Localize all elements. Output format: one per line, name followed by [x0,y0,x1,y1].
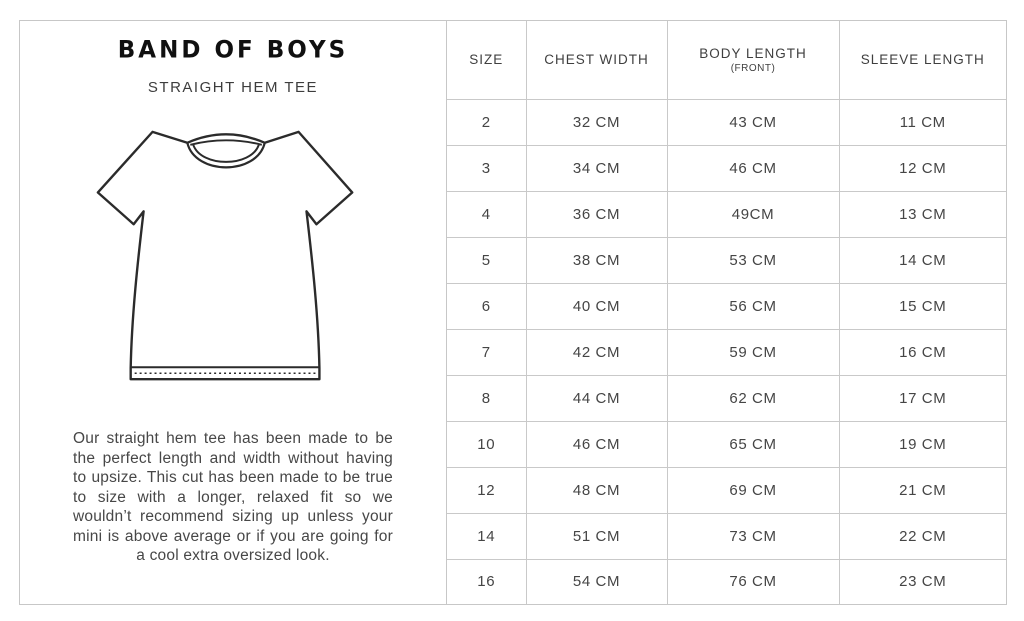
size-cell: 38 CM [525,236,668,284]
size-cell: 14 CM [838,236,1006,284]
size-cell: 12 [447,466,527,514]
col-header-front-note: (FRONT) [730,62,776,74]
size-cell: 19 CM [838,420,1006,468]
size-table-body: 2 32 CM 43 CM 11 CM 3 34 CM 46 CM 12 CM 4 36 CM 49… [447,98,1006,604]
size-cell: 12 CM [838,144,1006,192]
size-cell: 43 CM [666,98,840,146]
size-cell: 2 [447,98,527,146]
size-cell: 36 CM [525,190,668,238]
col-header-size: SIZE [447,21,527,100]
size-cell: 21 CM [838,466,1006,514]
header-row: SIZE CHEST WIDTH BODY LENGTH (FRONT) SLE… [447,21,1006,100]
size-cell: 40 CM [525,282,668,330]
size-cell: 53 CM [666,236,840,284]
size-cell: 10 [447,420,527,468]
table-row: 16 54 CM 76 CM 23 CM [447,558,1006,604]
size-cell: 13 CM [838,190,1006,238]
brand-logo: BAND OF BOYS [117,36,349,64]
tshirt-illustration [84,113,382,411]
size-cell: 11 CM [838,98,1006,146]
size-cell: 34 CM [525,144,668,192]
size-cell: 5 [447,236,527,284]
table-row: 5 38 CM 53 CM 14 CM [447,236,1006,284]
size-cell: 76 CM [666,558,840,604]
size-cell: 46 CM [525,420,668,468]
size-cell: 32 CM [525,98,668,146]
product-description: Our straight hem tee has been made to be… [73,430,393,564]
size-cell: 15 CM [838,282,1006,330]
table-row: 12 48 CM 69 CM 21 CM [447,466,1006,514]
size-cell: 73 CM [666,512,840,560]
size-cell: 8 [447,374,527,422]
size-cell: 46 CM [666,144,840,192]
col-header-chest-width: CHEST WIDTH [525,21,668,100]
size-cell: 14 [447,512,527,560]
size-cell: 17 CM [838,374,1006,422]
size-cell: 65 CM [666,420,840,468]
size-chart-table: SIZE CHEST WIDTH BODY LENGTH (FRONT) SLE… [447,21,1006,604]
size-cell: 49CM [666,190,840,238]
table-row: 3 34 CM 46 CM 12 CM [447,144,1006,192]
size-cell: 7 [447,328,527,376]
col-header-sleeve-length: SLEEVE LENGTH [838,21,1006,100]
size-cell: 48 CM [525,466,668,514]
size-cell: 44 CM [525,374,668,422]
size-cell: 42 CM [525,328,668,376]
table-row: 8 44 CM 62 CM 17 CM [447,374,1006,422]
info-panel: BAND OF BOYS STRAIGHT HEM TEE Our straig… [20,21,446,604]
size-cell: 69 CM [666,466,840,514]
size-cell: 54 CM [525,558,668,604]
size-cell: 3 [447,144,527,192]
table-row: 4 36 CM 49CM 13 CM [447,190,1006,238]
size-cell: 51 CM [525,512,668,560]
size-cell: 4 [447,190,527,238]
table-row: 14 51 CM 73 CM 22 CM [447,512,1006,560]
size-cell: 62 CM [666,374,840,422]
col-header-body-length-label: BODY LENGTH [699,45,807,61]
size-guide-card: BAND OF BOYS STRAIGHT HEM TEE Our straig… [19,20,1007,605]
product-title: STRAIGHT HEM TEE [147,79,319,96]
size-cell: 16 [447,558,527,604]
size-cell: 16 CM [838,328,1006,376]
size-chart-panel: SIZE CHEST WIDTH BODY LENGTH (FRONT) SLE… [446,21,1006,604]
table-row: 2 32 CM 43 CM 11 CM [447,98,1006,146]
tshirt-line-drawing-icon [96,130,354,381]
table-row: 10 46 CM 65 CM 19 CM [447,420,1006,468]
table-row: 7 42 CM 59 CM 16 CM [447,328,1006,376]
size-cell: 22 CM [838,512,1006,560]
size-cell: 23 CM [838,558,1006,604]
size-cell: 59 CM [666,328,840,376]
col-header-body-length: BODY LENGTH (FRONT) [666,21,840,100]
size-cell: 56 CM [666,282,840,330]
table-row: 6 40 CM 56 CM 15 CM [447,282,1006,330]
size-cell: 6 [447,282,527,330]
